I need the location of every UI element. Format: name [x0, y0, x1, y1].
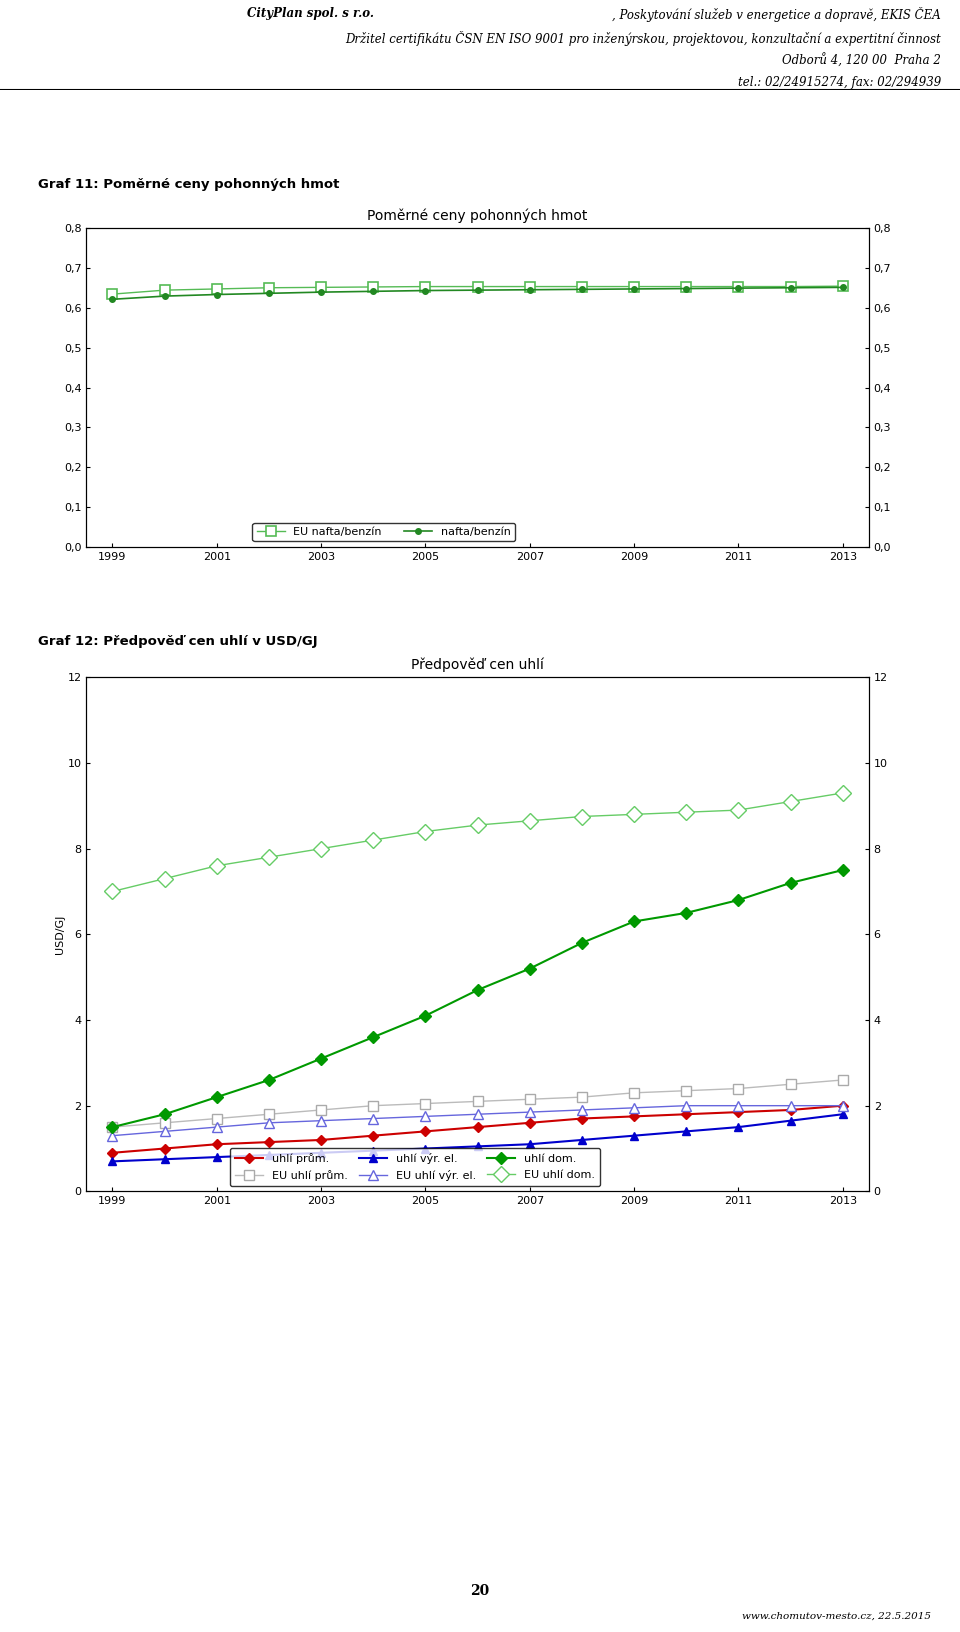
Text: CityPlan spol. s r.o.: CityPlan spol. s r.o. [248, 7, 374, 20]
Text: Odborů 4, 120 00  Praha 2: Odborů 4, 120 00 Praha 2 [782, 54, 941, 69]
Title: Předpověď cen uhlí: Předpověď cen uhlí [411, 658, 544, 672]
Text: , Poskytování služeb v energetice a dopravě, EKIS ČEA: , Poskytování služeb v energetice a dopr… [612, 7, 941, 23]
Text: Držitel certifikátu ČSN EN ISO 9001 pro inženýrskou, projektovou, konzultační a : Držitel certifikátu ČSN EN ISO 9001 pro … [345, 31, 941, 46]
Title: Poměrné ceny pohonných hmot: Poměrné ceny pohonných hmot [368, 209, 588, 224]
Text: Graf 11: Poměrné ceny pohonných hmot: Graf 11: Poměrné ceny pohonných hmot [38, 178, 340, 191]
Legend: EU nafta/benzín, nafta/benzín: EU nafta/benzín, nafta/benzín [252, 522, 516, 542]
Legend: uhlí prům., EU uhlí prům., uhlí výr. el., EU uhlí výr. el., uhlí dom., EU uhlí d: uhlí prům., EU uhlí prům., uhlí výr. el.… [229, 1147, 600, 1186]
Text: 20: 20 [470, 1585, 490, 1598]
Text: www.chomutov-mesto.cz, 22.5.2015: www.chomutov-mesto.cz, 22.5.2015 [742, 1611, 931, 1621]
Y-axis label: USD/GJ: USD/GJ [55, 914, 64, 955]
Text: Graf 12: Předpověď cen uhlí v USD/GJ: Graf 12: Předpověď cen uhlí v USD/GJ [38, 635, 318, 648]
Text: tel.: 02/24915274, fax: 02/294939: tel.: 02/24915274, fax: 02/294939 [737, 77, 941, 90]
